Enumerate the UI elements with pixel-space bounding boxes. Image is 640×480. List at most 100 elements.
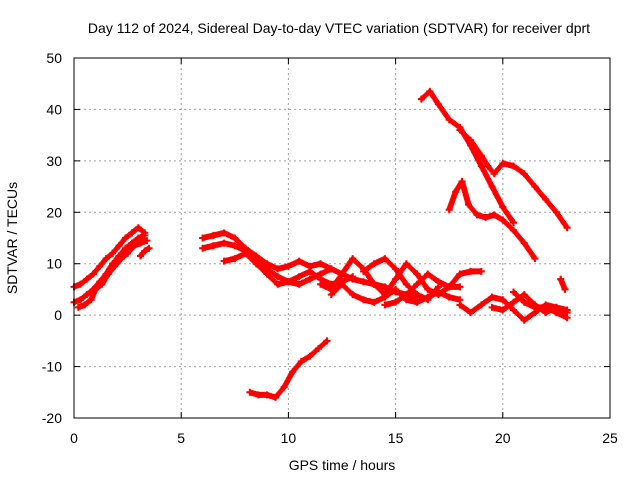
series-track-12 — [381, 270, 464, 309]
data-point — [252, 260, 260, 268]
series-track-11 — [359, 255, 442, 304]
data-point — [145, 244, 153, 252]
x-tick-label: 15 — [388, 430, 404, 446]
chart-title: Day 112 of 2024, Sidereal Day-to-day VTE… — [88, 20, 590, 36]
data-point — [402, 280, 410, 288]
data-point — [289, 368, 297, 376]
data-point — [272, 393, 280, 401]
data-point — [306, 352, 314, 360]
x-tick-label: 10 — [281, 430, 297, 446]
data-point — [488, 293, 496, 301]
data-point — [531, 255, 539, 263]
data-point — [254, 391, 262, 399]
data-point — [327, 291, 335, 299]
data-point — [510, 226, 518, 234]
data-point — [531, 183, 539, 191]
data-point — [563, 306, 571, 314]
y-tick-label: 20 — [46, 204, 62, 220]
data-point — [467, 309, 475, 317]
data-point — [520, 239, 528, 247]
series-track-19 — [557, 275, 569, 293]
data-point — [76, 280, 84, 288]
data-point — [74, 303, 82, 311]
data-point — [263, 391, 271, 399]
data-point — [327, 265, 335, 273]
data-point — [520, 170, 528, 178]
series-track-14 — [456, 126, 571, 232]
series-track-4 — [136, 244, 153, 260]
data-point — [542, 303, 550, 311]
data-point — [392, 275, 400, 283]
data-point — [89, 270, 97, 278]
data-point — [284, 278, 292, 286]
data-point — [552, 309, 560, 317]
data-point — [456, 270, 464, 278]
data-point — [128, 229, 136, 237]
data-point — [370, 280, 378, 288]
data-point — [280, 383, 288, 391]
data-point — [124, 249, 132, 257]
data-point — [490, 211, 498, 219]
data-point — [306, 275, 314, 283]
data-point — [246, 388, 254, 396]
data-point — [102, 255, 110, 263]
data-point — [456, 126, 464, 134]
data-point — [477, 162, 485, 170]
data-point — [81, 301, 89, 309]
data-point — [392, 265, 400, 273]
data-point — [467, 136, 475, 144]
data-point — [317, 260, 325, 268]
y-tick-label: 40 — [46, 101, 62, 117]
data-point — [392, 298, 400, 306]
data-point — [295, 280, 303, 288]
series-track-15 — [445, 177, 539, 263]
data-points — [70, 87, 571, 401]
data-point — [445, 116, 453, 124]
data-point — [434, 100, 442, 108]
data-point — [295, 257, 303, 265]
data-point — [458, 177, 466, 185]
data-point — [317, 280, 325, 288]
data-point — [121, 244, 129, 252]
data-point — [284, 262, 292, 270]
x-tick-label: 5 — [177, 430, 185, 446]
data-point — [109, 249, 117, 257]
data-point — [297, 357, 305, 365]
series-track-1 — [70, 224, 149, 291]
data-point — [510, 298, 518, 306]
data-point — [445, 206, 453, 214]
data-point — [477, 267, 485, 275]
data-point — [557, 275, 565, 283]
data-point — [499, 306, 507, 314]
data-point — [209, 231, 217, 239]
data-point — [130, 242, 138, 250]
data-point — [473, 211, 481, 219]
data-point — [452, 188, 460, 196]
data-point — [563, 314, 571, 322]
data-point — [510, 306, 518, 314]
data-point — [115, 242, 123, 250]
data-point — [482, 213, 490, 221]
data-point — [490, 170, 498, 178]
data-point — [220, 239, 228, 247]
x-axis-label: GPS time / hours — [289, 457, 396, 473]
y-axis-label: SDTVAR / TECUs — [4, 182, 20, 294]
data-point — [499, 203, 507, 211]
data-point — [134, 234, 142, 242]
data-point — [338, 270, 346, 278]
data-point — [499, 296, 507, 304]
data-point — [413, 280, 421, 288]
data-point — [417, 95, 425, 103]
data-point — [520, 291, 528, 299]
data-point — [381, 293, 389, 301]
data-point — [83, 291, 91, 299]
data-point — [199, 234, 207, 242]
data-point — [111, 262, 119, 270]
data-point — [220, 257, 228, 265]
data-point — [359, 278, 367, 286]
data-point — [263, 270, 271, 278]
data-point — [392, 285, 400, 293]
data-point — [426, 87, 434, 95]
